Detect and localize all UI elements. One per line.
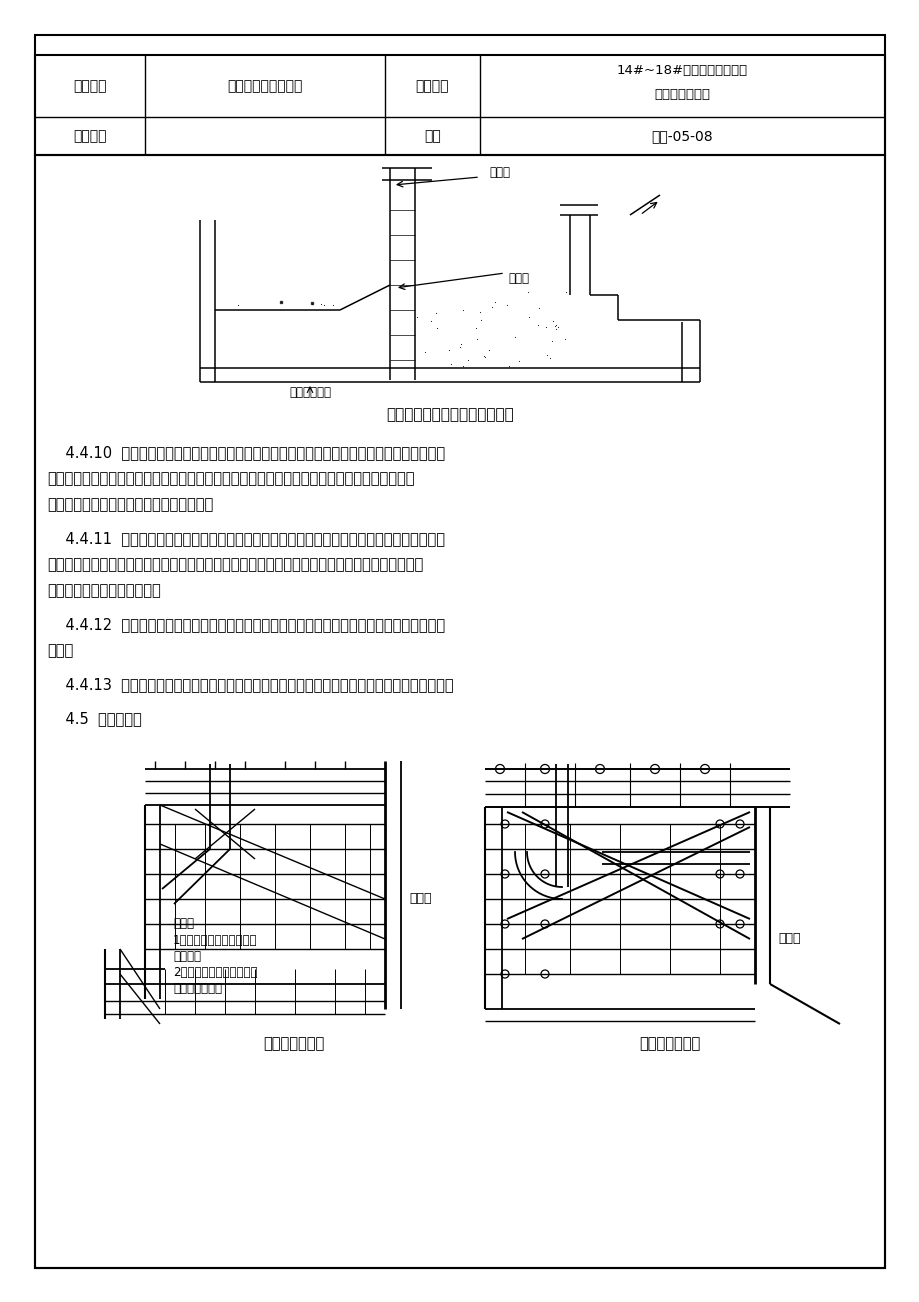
- Text: 某某村还迁住宅工程: 某某村还迁住宅工程: [227, 79, 302, 92]
- Text: 工程编号: 工程编号: [74, 129, 107, 143]
- Text: 最后用扫帚拉毛（东西向）。: 最后用扫帚拉毛（东西向）。: [47, 583, 161, 598]
- Text: 胶板，并将清出的砼及时运至浇筑面振实。: 胶板，并将清出的砼及时运至浇筑面振实。: [47, 497, 213, 512]
- Text: 靠连接；: 靠连接；: [173, 950, 200, 963]
- Text: 工程名称: 工程名称: [74, 79, 107, 92]
- Text: 泵管加固布置图: 泵管加固布置图: [263, 1036, 323, 1052]
- Text: 4.5  泵管的布设: 4.5 泵管的布设: [47, 711, 142, 727]
- Text: 14#~18#楼及地下车库基础: 14#~18#楼及地下车库基础: [617, 65, 747, 78]
- Text: 泵管转角加固图: 泵管转角加固图: [639, 1036, 700, 1052]
- Text: 基坑壁: 基坑壁: [409, 892, 431, 905]
- Text: 砼表面收水并开始初凝时，用磨光机到磨，以防止表面出现塑性沉降和快速失水导致的干缩裂缝，: 砼表面收水并开始初凝时，用磨光机到磨，以防止表面出现塑性沉降和快速失水导致的干缩…: [47, 557, 423, 572]
- Text: 4.4.10  混凝土在泵送前，必须先泵水泥砂浆润滑管道，以防止随后泵送的混凝土在管道内阻: 4.4.10 混凝土在泵送前，必须先泵水泥砂浆润滑管道，以防止随后泵送的混凝土在…: [47, 445, 445, 460]
- Text: 基坑壁: 基坑壁: [777, 932, 800, 945]
- Text: 2、卸载的水平管应卡住泵: 2、卸载的水平管应卡住泵: [173, 966, 257, 979]
- Text: 4.4.11  底板砼达到设计标高并经过插入式振捣器振捣后，采用刮尺将砼表面刮平，搓毛。待: 4.4.11 底板砼达到设计标高并经过插入式振捣器振捣后，采用刮尺将砼表面刮平，…: [47, 531, 445, 546]
- Text: 第一级混凝土: 第一级混凝土: [289, 387, 331, 400]
- Text: 塞，并应在出灰点处用容器装满。泵送中管道堵塞清理时，为防止砼随处遗洒，清堵时必须垫竹: 塞，并应在出灰点处用容器装满。泵送中管道堵塞清理时，为防止砼随处遗洒，清堵时必须…: [47, 471, 414, 486]
- Text: 高低跨处混凝土浇筑方法示意图: 高低跨处混凝土浇筑方法示意图: [386, 408, 514, 423]
- Text: 说明：: 说明：: [173, 917, 194, 930]
- Text: 底板混凝土浇筑: 底板混凝土浇筑: [653, 89, 709, 102]
- Text: 4.4.12  后浇带混凝土的浇筑必须派有丰富经验的技工负责监督振实和质量控制，防止过震、: 4.4.12 后浇带混凝土的浇筑必须派有丰富经验的技工负责监督振实和质量控制，防…: [47, 617, 445, 631]
- Bar: [35, 55, 884, 155]
- Text: 1、水平管应与基坑壁有可: 1、水平管应与基坑壁有可: [173, 934, 257, 947]
- Text: 4.4.13  泌水处理：如遇到泌水较多，派专人用污水泵随时将积水抽出，并用海绵条将水吸干。: 4.4.13 泌水处理：如遇到泌水较多，派专人用污水泵随时将积水抽出，并用海绵条…: [47, 677, 453, 691]
- Text: 漏震。: 漏震。: [47, 643, 74, 658]
- Text: 日期: 日期: [424, 129, 440, 143]
- Text: 管的接头部位。: 管的接头部位。: [173, 982, 221, 995]
- Text: 第二级: 第二级: [489, 165, 510, 178]
- Bar: [35, 155, 884, 1268]
- Text: 交底部位: 交底部位: [415, 79, 448, 92]
- Text: 交角处: 交角处: [507, 272, 528, 285]
- Text: 某某-05-08: 某某-05-08: [651, 129, 712, 143]
